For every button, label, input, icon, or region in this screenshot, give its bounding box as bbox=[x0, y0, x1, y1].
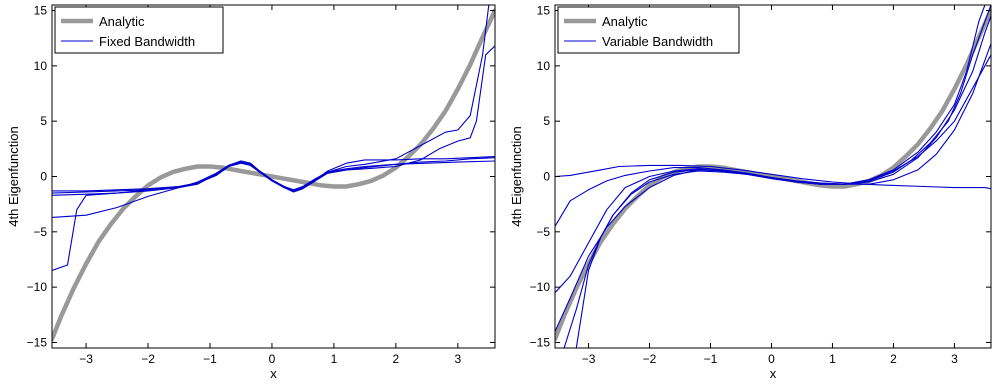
y-tick-label: −10 bbox=[27, 280, 48, 294]
analytic-series-line bbox=[555, 8, 991, 342]
numeric-series-line bbox=[52, 5, 495, 196]
x-tick-label: −2 bbox=[643, 352, 657, 366]
y-axis-label: 4th Eigenfunction bbox=[509, 126, 524, 226]
x-axis-label: x bbox=[270, 366, 277, 381]
y-tick-label: −5 bbox=[33, 225, 47, 239]
y-tick-label: −5 bbox=[536, 225, 550, 239]
legend-label: Analytic bbox=[602, 14, 648, 29]
x-tick-label: 2 bbox=[890, 352, 897, 366]
y-tick-label: 5 bbox=[543, 114, 550, 128]
y-tick-label: 10 bbox=[537, 59, 551, 73]
y-axis-label: 4th Eigenfunction bbox=[6, 126, 21, 226]
x-tick-label: −3 bbox=[582, 352, 596, 366]
y-tick-label: 5 bbox=[40, 114, 47, 128]
numeric-series-line bbox=[52, 160, 495, 192]
x-axis-label: x bbox=[770, 366, 777, 381]
x-tick-label: 3 bbox=[951, 352, 958, 366]
legend-label: Analytic bbox=[99, 14, 145, 29]
x-tick-label: 0 bbox=[269, 352, 276, 366]
y-tick-label: 15 bbox=[34, 4, 48, 18]
series-group bbox=[52, 5, 495, 342]
legend-label: Variable Bandwidth bbox=[602, 34, 713, 49]
series-group bbox=[555, 5, 991, 348]
y-tick-label: −15 bbox=[27, 335, 48, 349]
plot-frame bbox=[554, 4, 992, 349]
y-tick-label: 10 bbox=[34, 59, 48, 73]
x-tick-label: 1 bbox=[829, 352, 836, 366]
x-tick-label: −1 bbox=[704, 352, 718, 366]
y-tick-label: 0 bbox=[40, 170, 47, 184]
legend-box bbox=[557, 6, 740, 54]
x-tick-label: −1 bbox=[203, 352, 217, 366]
x-tick-label: −3 bbox=[79, 352, 93, 366]
y-tick-label: 0 bbox=[543, 170, 550, 184]
y-tick-label: −10 bbox=[530, 280, 551, 294]
plot-frame bbox=[51, 4, 496, 349]
analytic-series-line bbox=[52, 8, 495, 342]
x-tick-label: 0 bbox=[768, 352, 775, 366]
x-tick-label: 1 bbox=[331, 352, 338, 366]
numeric-series-line bbox=[555, 54, 991, 332]
x-tick-label: −2 bbox=[141, 352, 155, 366]
legend-label: Fixed Bandwidth bbox=[99, 34, 195, 49]
numeric-series-line bbox=[555, 164, 991, 190]
y-tick-label: −15 bbox=[530, 335, 551, 349]
x-tick-label: 2 bbox=[393, 352, 400, 366]
x-tick-label: 3 bbox=[454, 352, 461, 366]
y-tick-label: 15 bbox=[537, 4, 551, 18]
legend-box bbox=[54, 6, 224, 54]
